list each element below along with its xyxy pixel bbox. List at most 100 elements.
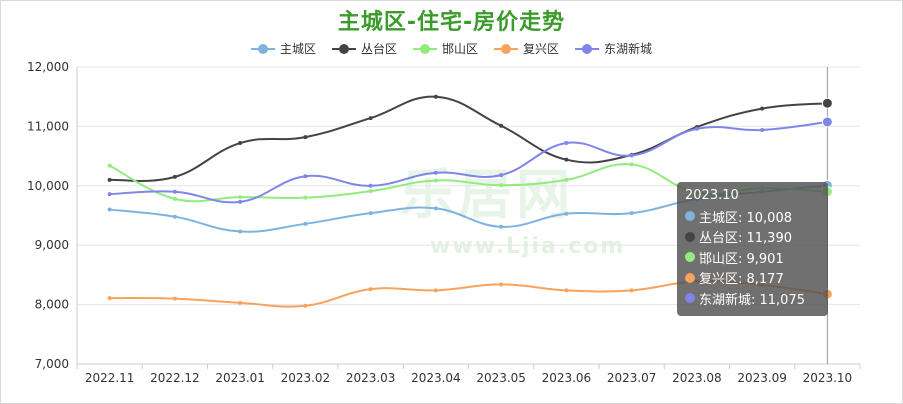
legend-label: 复兴区	[523, 42, 560, 56]
x-tick-label: 2022.12	[150, 371, 200, 385]
tooltip-text: 复兴区: 8,177	[699, 272, 784, 288]
legend-item[interactable]: 主城区	[250, 40, 316, 57]
data-point	[564, 177, 569, 182]
y-tick-label: 8,000	[35, 298, 69, 312]
x-tick-label: 2023.05	[476, 371, 526, 385]
legend-dot	[501, 43, 511, 54]
legend-item[interactable]: 邯山区	[412, 40, 478, 57]
legend-label: 东湖新城	[604, 42, 653, 56]
data-point	[368, 287, 373, 292]
tooltip-dot	[685, 272, 695, 283]
x-tick-label: 2023.07	[607, 371, 657, 385]
data-point	[694, 126, 699, 131]
tooltip-dot	[685, 231, 695, 242]
legend-marker	[250, 43, 275, 55]
y-tick-label: 10,000	[27, 179, 69, 193]
data-point	[107, 296, 112, 301]
x-tick-label: 2022.11	[85, 371, 135, 385]
data-point	[303, 303, 308, 308]
legend-label: 主城区	[279, 42, 316, 56]
y-tick-label: 12,000	[27, 60, 69, 74]
legend-marker	[494, 43, 518, 55]
data-point	[303, 221, 308, 226]
data-point	[368, 211, 373, 216]
x-tick-label: 2023.08	[672, 371, 722, 385]
legend-dot	[582, 43, 593, 54]
data-point	[238, 300, 243, 305]
data-point	[433, 206, 438, 211]
data-point	[107, 192, 112, 197]
tooltip-text: 丛台区: 11,390	[699, 231, 792, 247]
legend-item[interactable]: 复兴区	[494, 40, 559, 57]
x-tick-label: 2023.10	[803, 371, 853, 385]
legend-marker	[331, 43, 356, 55]
x-tick-label: 2023.06	[542, 371, 592, 385]
data-point	[564, 141, 569, 146]
data-point	[760, 127, 765, 132]
y-tick-label: 9,000	[35, 238, 69, 252]
data-point	[238, 229, 243, 234]
legend-dot	[419, 43, 430, 54]
x-tick-label: 2023.02	[281, 371, 331, 385]
data-point	[303, 195, 308, 200]
data-point	[107, 207, 112, 212]
tooltip-row: 东湖新城: 11,075	[685, 288, 820, 309]
data-point	[821, 97, 833, 109]
data-point	[172, 189, 177, 194]
data-point	[433, 170, 438, 175]
data-point	[303, 135, 308, 140]
legend-label: 邯山区	[441, 42, 478, 56]
data-point	[499, 282, 504, 287]
chart-tooltip: 2023.10 主城区: 10,008 丛台区: 11,390 邯山区: 9,9…	[677, 182, 828, 316]
legend-marker	[575, 43, 600, 55]
legend-dot	[338, 43, 349, 54]
data-point	[368, 183, 373, 188]
data-point	[564, 157, 569, 162]
data-point	[499, 173, 504, 178]
tooltip-row: 邯山区: 9,901	[685, 247, 820, 268]
y-tick-label: 11,000	[27, 119, 69, 133]
tooltip-title: 2023.10	[685, 188, 739, 203]
x-tick-label: 2023.03	[346, 371, 396, 385]
data-point	[821, 116, 833, 128]
x-tick-label: 2023.01	[215, 371, 265, 385]
chart-legend: 主城区 丛台区 邯山区 复兴区 东湖新城	[0, 40, 903, 57]
tooltip-dot	[685, 252, 695, 263]
chart-title: 主城区-住宅-房价走势	[337, 10, 566, 35]
data-point	[172, 214, 177, 219]
legend-item[interactable]: 丛台区	[331, 40, 397, 57]
data-point	[368, 189, 373, 194]
tooltip-dot	[685, 211, 695, 222]
legend-item[interactable]: 东湖新城	[575, 40, 652, 57]
y-tick-label: 7,000	[35, 357, 69, 371]
data-point	[172, 296, 177, 301]
legend-label: 丛台区	[360, 42, 397, 56]
tooltip-text: 东湖新城: 11,075	[699, 292, 805, 308]
data-point	[107, 177, 112, 182]
data-point	[564, 288, 569, 293]
tooltip-row: 复兴区: 8,177	[685, 268, 820, 289]
data-point	[629, 162, 634, 167]
tooltip-row: 丛台区: 11,390	[685, 227, 820, 248]
data-point	[629, 288, 634, 293]
data-point	[760, 106, 765, 111]
data-point	[433, 94, 438, 99]
data-point	[629, 211, 634, 216]
data-point	[172, 196, 177, 201]
data-point	[433, 178, 438, 183]
tooltip-text: 主城区: 10,008	[699, 210, 792, 226]
data-point	[433, 288, 438, 293]
legend-dot	[257, 43, 268, 54]
data-point	[303, 174, 308, 179]
data-point	[238, 141, 243, 146]
data-point	[238, 195, 243, 200]
data-point	[499, 183, 504, 188]
tooltip-dot	[685, 293, 695, 304]
data-point	[238, 199, 243, 204]
series-line	[109, 120, 828, 204]
series-line	[109, 95, 828, 182]
data-point	[499, 224, 504, 229]
x-tick-label: 2023.09	[737, 371, 787, 385]
tooltip-text: 邯山区: 9,901	[699, 251, 784, 267]
legend-marker	[412, 43, 437, 55]
